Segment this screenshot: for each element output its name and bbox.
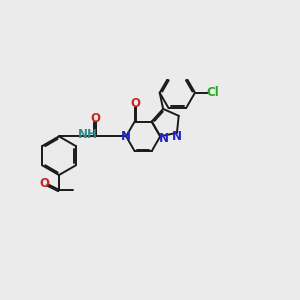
- Text: N: N: [121, 130, 131, 143]
- Text: N: N: [159, 132, 169, 145]
- Text: O: O: [39, 177, 49, 190]
- Text: O: O: [90, 112, 100, 125]
- Text: NH: NH: [77, 128, 98, 141]
- Text: Cl: Cl: [207, 86, 220, 99]
- Text: O: O: [130, 97, 140, 110]
- Text: N: N: [172, 130, 182, 143]
